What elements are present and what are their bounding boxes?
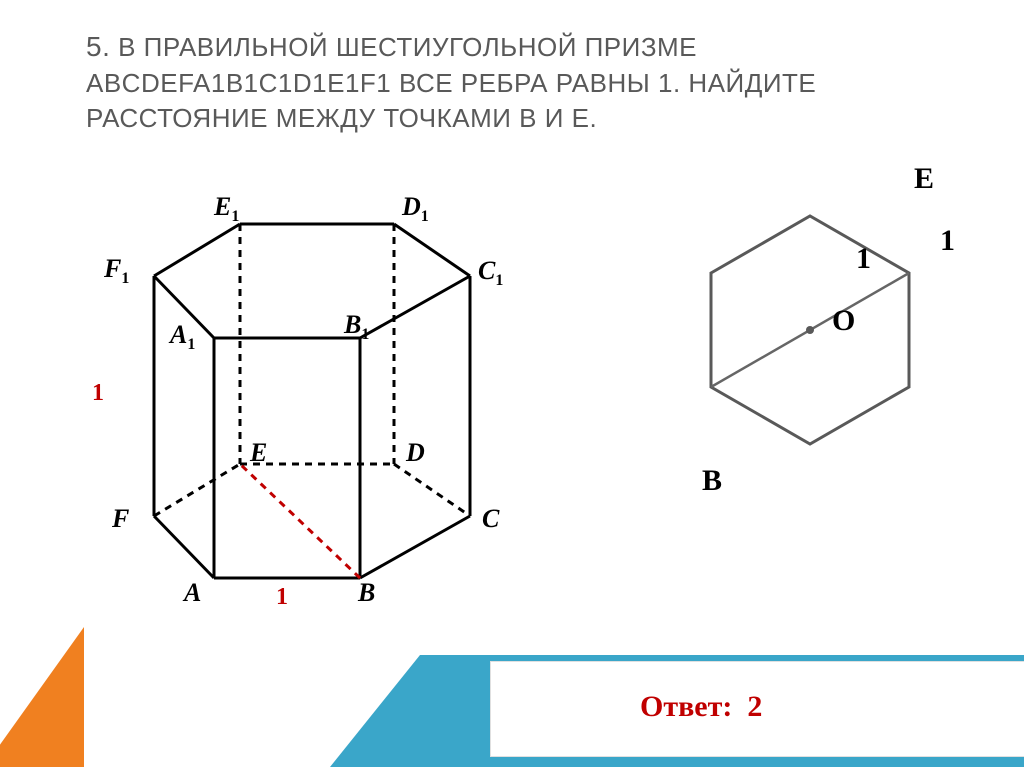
label-D1: D1 bbox=[402, 192, 429, 226]
hex-label-E: E bbox=[914, 162, 934, 196]
label-B1: B1 bbox=[344, 310, 369, 344]
label-C: C bbox=[482, 504, 499, 534]
hex-label-B: B bbox=[702, 464, 722, 498]
label-C1: C1 bbox=[478, 256, 503, 290]
edge-length-bottom: 1 bbox=[276, 584, 288, 611]
label-B: B bbox=[358, 578, 375, 608]
label-F: F bbox=[112, 504, 129, 534]
edge-length-left: 1 bbox=[92, 380, 104, 407]
problem-number: 5. bbox=[86, 31, 110, 62]
answer-value: 2 bbox=[747, 690, 762, 723]
hexagon-svg bbox=[660, 180, 980, 500]
answer-label: Ответ: bbox=[640, 690, 732, 723]
label-A1: A1 bbox=[170, 320, 195, 354]
decoration-orange-triangle bbox=[0, 627, 84, 767]
problem-title: 5. В ПРАВИЛЬНОЙ ШЕСТИУГОЛЬНОЙ ПРИЗМЕ ABC… bbox=[86, 28, 984, 136]
label-D: D bbox=[406, 438, 425, 468]
label-E: E bbox=[250, 438, 267, 468]
prism-diagram: E1 D1 F1 C1 A1 B1 E D F C A B 1 1 bbox=[106, 210, 496, 610]
hex-label-one-inner: 1 bbox=[856, 242, 871, 276]
label-E1: E1 bbox=[214, 192, 239, 226]
label-F1: F1 bbox=[104, 254, 129, 288]
hexagon-diagram: E B O 1 1 bbox=[660, 180, 980, 500]
prism-svg bbox=[106, 210, 496, 610]
problem-text: В ПРАВИЛЬНОЙ ШЕСТИУГОЛЬНОЙ ПРИЗМЕ ABCDEF… bbox=[86, 32, 816, 133]
hex-label-one-outer: 1 bbox=[940, 224, 955, 258]
answer-text: Ответ: 2 bbox=[640, 690, 762, 724]
hex-label-O: O bbox=[832, 304, 855, 338]
label-A: A bbox=[184, 578, 201, 608]
